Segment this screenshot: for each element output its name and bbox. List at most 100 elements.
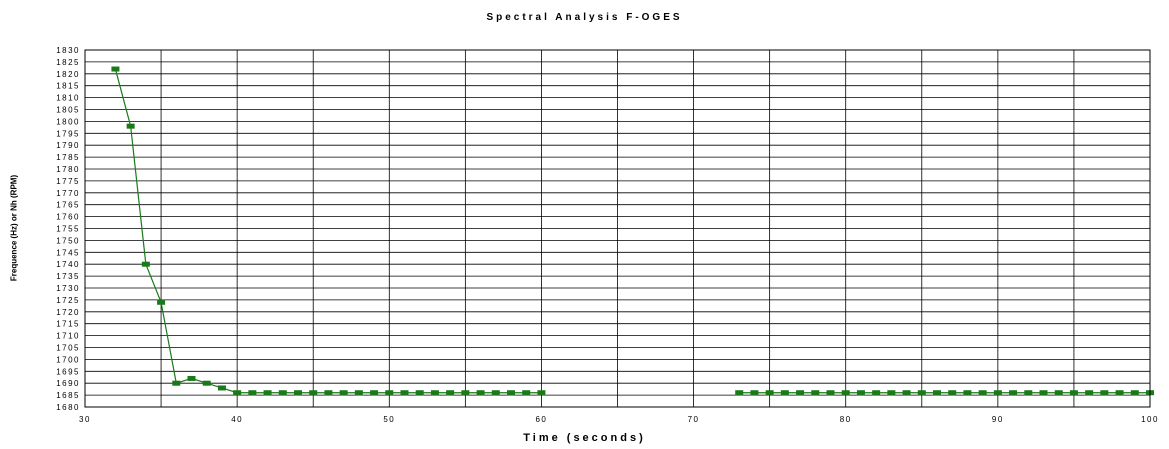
data-point-marker — [415, 390, 424, 396]
x-tick-label: 100 — [1141, 415, 1159, 424]
data-point-marker — [385, 390, 394, 396]
plot-frame — [84, 49, 1151, 408]
data-point-marker — [126, 123, 135, 129]
data-point-marker — [370, 390, 379, 396]
data-point-marker — [324, 390, 333, 396]
data-point-marker — [872, 390, 881, 396]
data-point-marker — [233, 390, 242, 396]
data-point-marker — [400, 390, 409, 396]
data-point-marker — [278, 390, 287, 396]
data-point-marker — [750, 390, 759, 396]
data-point-marker — [963, 390, 972, 396]
y-tick-label: 1720 — [56, 308, 80, 317]
data-point-marker — [841, 390, 850, 396]
data-point-marker — [1009, 390, 1018, 396]
y-tick-label: 1790 — [56, 141, 80, 150]
x-tick-label: 50 — [383, 415, 395, 424]
data-point-marker — [430, 390, 439, 396]
y-tick-label: 1740 — [56, 260, 80, 269]
y-tick-label: 1780 — [56, 165, 80, 174]
y-tick-label: 1775 — [56, 177, 80, 186]
data-point-marker — [172, 380, 181, 386]
data-point-marker — [1024, 390, 1033, 396]
y-tick-label: 1805 — [56, 106, 80, 115]
data-point-marker — [1085, 390, 1094, 396]
y-tick-label: 1730 — [56, 284, 80, 293]
data-point-marker — [202, 380, 211, 386]
data-point-marker — [1039, 390, 1048, 396]
x-tick-label: 70 — [688, 415, 700, 424]
y-tick-label: 1815 — [56, 82, 80, 91]
data-point-marker — [826, 390, 835, 396]
data-point-marker — [765, 390, 774, 396]
y-tick-label: 1760 — [56, 213, 80, 222]
y-tick-label: 1680 — [56, 403, 80, 412]
y-tick-label: 1725 — [56, 296, 80, 305]
y-tick-label: 1750 — [56, 236, 80, 245]
data-point-marker — [811, 390, 820, 396]
data-point-marker — [917, 390, 926, 396]
x-axis-label: Time (seconds) — [523, 432, 646, 444]
data-point-marker — [263, 390, 272, 396]
data-point-marker — [1054, 390, 1063, 396]
x-tick-label: 60 — [535, 415, 547, 424]
data-point-marker — [294, 390, 302, 396]
y-tick-label: 1785 — [56, 153, 80, 162]
y-tick-label: 1765 — [56, 201, 80, 210]
y-tick-label: 1820 — [56, 70, 80, 79]
y-tick-label: 1705 — [56, 344, 80, 353]
x-tick-label: 90 — [992, 415, 1004, 424]
y-tick-label: 1695 — [56, 367, 80, 376]
chart-title: Spectral Analysis F-OGES — [486, 12, 683, 23]
data-point-marker — [157, 299, 166, 305]
data-point-marker — [1115, 390, 1124, 396]
y-tick-label: 1690 — [56, 379, 80, 388]
y-tick-label: 1795 — [56, 129, 80, 138]
y-tick-label: 1715 — [56, 320, 80, 329]
data-point-marker — [796, 390, 805, 396]
data-point-marker — [446, 390, 455, 396]
data-point-marker — [111, 66, 120, 72]
y-tick-label: 1745 — [56, 248, 80, 257]
data-point-marker — [780, 390, 789, 396]
data-point-marker — [491, 390, 500, 396]
data-point-marker — [507, 390, 515, 396]
x-tick-label: 40 — [231, 415, 243, 424]
data-point-marker — [339, 390, 348, 396]
data-point-marker — [354, 390, 363, 396]
y-tick-label: 1700 — [56, 355, 80, 364]
series-line — [111, 66, 1154, 396]
data-point-marker — [948, 390, 957, 396]
data-point-marker — [1130, 390, 1139, 396]
gridlines — [84, 49, 1151, 408]
data-point-marker — [856, 390, 865, 396]
y-tick-label: 1810 — [56, 94, 80, 103]
data-point-marker — [187, 375, 196, 381]
data-point-marker — [1069, 390, 1078, 396]
y-tick-label: 1800 — [56, 117, 80, 126]
y-tick-label: 1755 — [56, 225, 80, 234]
data-point-marker — [476, 390, 485, 396]
data-point-marker — [309, 390, 318, 396]
data-point-marker — [461, 390, 470, 396]
data-point-marker — [1100, 390, 1109, 396]
data-point-marker — [735, 390, 744, 396]
y-tick-label: 1735 — [56, 272, 80, 281]
data-point-marker — [141, 261, 150, 267]
x-tick-label: 30 — [79, 415, 91, 424]
x-tick-label: 80 — [840, 415, 852, 424]
y-tick-label: 1710 — [56, 332, 80, 341]
data-point-marker — [993, 390, 1002, 396]
y-tick-label: 1825 — [56, 58, 80, 67]
data-point-marker — [978, 390, 987, 396]
y-tick-label: 1685 — [56, 391, 80, 400]
data-point-marker — [887, 390, 896, 396]
data-point-marker — [902, 390, 911, 396]
data-point-marker — [537, 390, 546, 396]
y-tick-label: 1770 — [56, 189, 80, 198]
data-point-marker — [933, 390, 941, 396]
series-line-segment — [114, 68, 542, 394]
data-point-marker — [522, 390, 531, 396]
data-point-marker — [217, 385, 226, 391]
